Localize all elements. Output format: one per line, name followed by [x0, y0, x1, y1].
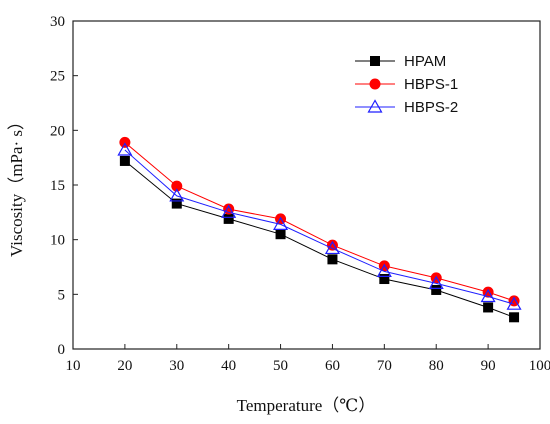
data-point-triangle [117, 142, 133, 156]
data-point-square [483, 302, 494, 313]
data-point-square [370, 56, 380, 66]
data-point-circle [369, 78, 381, 90]
x-tick-label: 40 [221, 358, 236, 374]
legend-label: HBPS-1 [404, 76, 458, 93]
series-hbps-1 [119, 136, 520, 307]
data-point-triangle [506, 296, 522, 310]
data-point-triangle [376, 263, 392, 277]
data-point-triangle [367, 99, 383, 113]
series-layer [117, 136, 522, 323]
data-point-square [379, 274, 390, 285]
y-tick-label: 0 [58, 342, 66, 358]
x-axis-title: Temperature（℃） [237, 396, 376, 415]
data-point-square [431, 284, 442, 295]
x-tick-label: 10 [66, 358, 81, 374]
y-tick-label: 5 [58, 287, 66, 303]
legend-item: HBPS-1 [355, 76, 458, 93]
data-point-circle [171, 180, 183, 192]
data-point-square [171, 198, 182, 209]
legend-item: HBPS-2 [355, 99, 458, 116]
series-hbps-2 [117, 142, 522, 310]
legend-label: HBPS-2 [404, 99, 458, 116]
x-tick-label: 50 [273, 358, 288, 374]
x-axis: 10 20 30 40 50 60 70 80 90 100 [66, 344, 550, 374]
data-point-triangle [169, 188, 185, 202]
series-line [124, 149, 515, 305]
y-axis: 0 5 10 15 20 25 30 [50, 14, 78, 358]
data-point-square [223, 213, 234, 224]
legend: HPAM HBPS-1 HBPS-2 [355, 53, 458, 116]
plot-frame [72, 20, 541, 350]
y-tick-label: 30 [50, 14, 65, 30]
y-tick-label: 25 [50, 69, 65, 85]
x-tick-label: 70 [377, 358, 392, 374]
series-hpam [119, 155, 520, 323]
y-tick-label: 15 [50, 178, 65, 194]
series-line [124, 142, 515, 302]
x-tick-label: 20 [117, 358, 132, 374]
data-point-square [327, 254, 338, 265]
y-tick-label: 10 [50, 233, 65, 249]
y-tick-label: 20 [50, 123, 65, 139]
x-tick-label: 60 [325, 358, 340, 374]
legend-label: HPAM [404, 53, 446, 70]
x-tick-label: 90 [481, 358, 496, 374]
x-tick-label: 80 [429, 358, 444, 374]
data-point-triangle [273, 216, 289, 230]
legend-item: HPAM [355, 53, 446, 70]
data-point-triangle [480, 288, 496, 303]
x-tick-label: 100 [529, 358, 550, 374]
data-point-triangle [324, 240, 340, 255]
y-axis-title: Viscosity（mPa· s） [7, 113, 26, 257]
data-point-square [275, 229, 286, 240]
data-point-triangle [221, 204, 237, 218]
x-tick-label: 30 [169, 358, 184, 374]
data-point-square [119, 155, 130, 166]
data-point-square [509, 312, 520, 323]
data-point-triangle [428, 275, 444, 289]
